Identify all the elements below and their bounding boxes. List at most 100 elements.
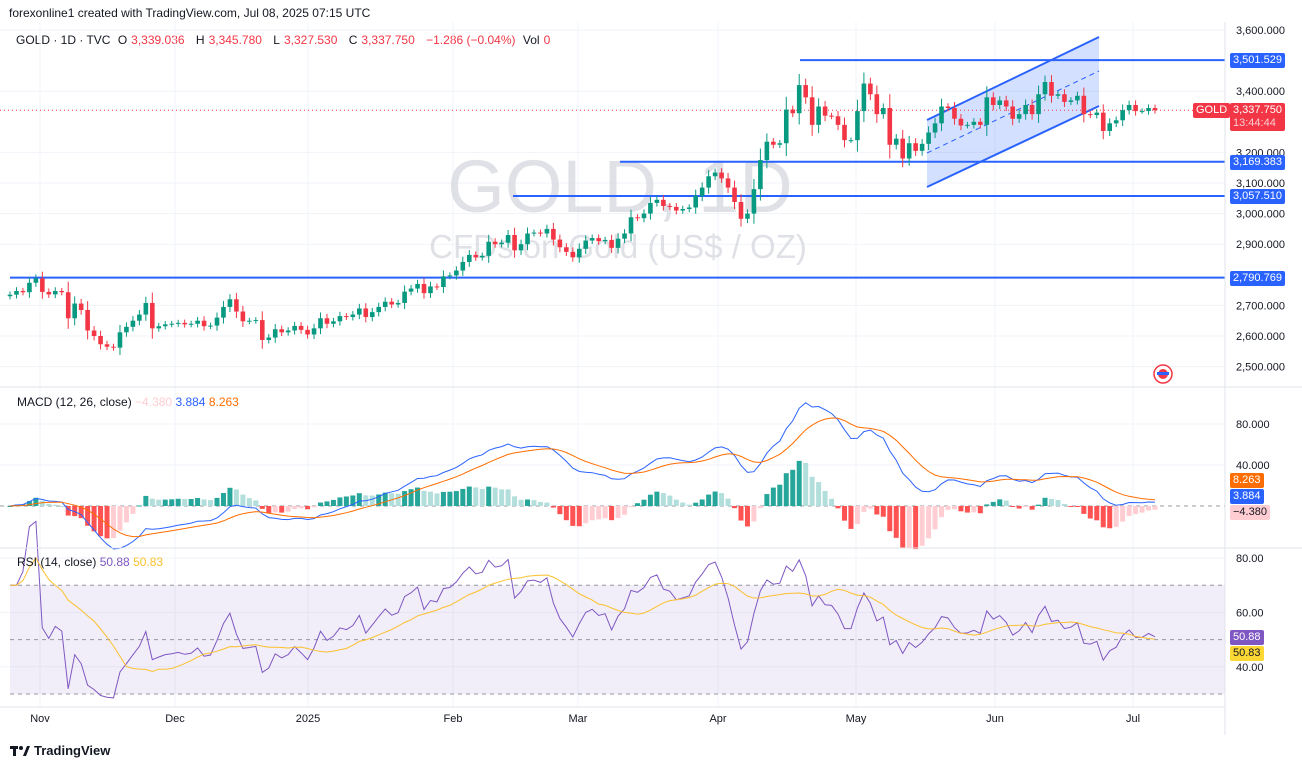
candle-body (783, 109, 789, 144)
candle-body (363, 308, 369, 318)
candle (615, 233, 621, 254)
channel-upper-line[interactable] (926, 36, 1100, 121)
candle (906, 135, 912, 166)
macd-hist-bar (777, 484, 783, 506)
candle (285, 327, 291, 336)
candle-body (887, 108, 893, 145)
price-tick-label: 3,100.000 (1236, 178, 1285, 190)
macd-hist-bar (434, 493, 440, 506)
candle (893, 134, 899, 150)
candle-body (777, 143, 783, 145)
candle (130, 316, 136, 332)
candle-body (104, 344, 110, 347)
candle-body (318, 318, 323, 329)
macd-hist-bar (499, 489, 505, 506)
candle-body (162, 324, 168, 327)
candle (777, 140, 783, 148)
candle-body (1120, 110, 1125, 121)
candle (344, 313, 349, 321)
candle-body (124, 326, 129, 333)
candle (7, 291, 13, 300)
macd-hist-bar (356, 493, 362, 506)
candle-body (790, 109, 796, 114)
volume: Vol 0 (523, 33, 554, 47)
candle (829, 112, 834, 120)
candle (699, 182, 705, 202)
macd-hist-bar (518, 499, 524, 506)
candle-body (117, 332, 123, 348)
candle-body (324, 318, 330, 324)
candle (208, 322, 213, 330)
candle (266, 334, 272, 344)
candle-body (395, 302, 401, 305)
candle (214, 312, 220, 331)
macd-hist-bar (104, 506, 110, 539)
candle (1042, 75, 1048, 101)
candle-body (861, 83, 867, 112)
macd-hist-bar (447, 491, 453, 506)
macd-legend[interactable]: MACD (12, 26, close) −4.380 3.884 8.263 (17, 395, 239, 409)
macd-hist-bar (402, 491, 408, 506)
macd-hist-bar (686, 504, 692, 506)
macd-hist-bar (505, 489, 511, 506)
channel-lower-line[interactable] (926, 105, 1100, 188)
candle-body (227, 299, 233, 307)
macd-hist-bar (220, 492, 226, 506)
candle-body (531, 232, 537, 234)
macd-hist-bar (803, 462, 809, 506)
candle-body (466, 254, 472, 262)
macd-hist-bar (1139, 506, 1145, 513)
candle-body (732, 187, 737, 202)
macd-hist-bar (59, 505, 65, 507)
macd-hist-bar (369, 495, 375, 506)
candle-body (382, 301, 388, 307)
rsi-title: RSI (14, close) (17, 555, 97, 569)
candle-body (214, 317, 220, 326)
tradingview-logo[interactable]: TradingView (10, 743, 110, 758)
candle-body (997, 100, 1003, 105)
candle (564, 243, 569, 256)
rsi-legend[interactable]: RSI (14, close) 50.88 50.83 (17, 555, 163, 569)
candle (272, 324, 278, 343)
macd-hist-bar (486, 486, 492, 506)
macd-hist-bar (971, 506, 977, 513)
candle-body (771, 141, 776, 145)
candle-body (719, 172, 724, 179)
candle-body (40, 278, 45, 292)
candle (525, 227, 530, 251)
candle-body (673, 206, 679, 211)
macd-hist-bar (26, 501, 32, 506)
macd-hist-bar (440, 491, 446, 506)
candle (835, 110, 841, 131)
candle (745, 209, 750, 224)
candle (447, 272, 453, 280)
candle (486, 234, 492, 263)
candle (91, 326, 97, 341)
candle (861, 72, 867, 123)
candle-body (699, 187, 705, 196)
candle-body (693, 195, 699, 208)
rsi-pane (10, 520, 1156, 699)
candle (492, 238, 498, 248)
candle-body (27, 282, 32, 293)
macd-hist-bar (913, 506, 919, 550)
candle-body (130, 320, 136, 327)
candle (395, 299, 401, 308)
bar-countdown: 13:44:44 (1233, 117, 1276, 130)
macd-hist-bar (182, 499, 188, 506)
candle (52, 287, 58, 299)
flag-icon[interactable] (1153, 364, 1173, 384)
macd-hist-bar (1126, 506, 1132, 516)
candle (156, 322, 162, 332)
macd-line (9, 402, 1156, 550)
candle (1049, 75, 1054, 103)
time-tick-label: Mar (569, 713, 588, 725)
candle-body (803, 85, 808, 98)
candle-body (809, 97, 815, 125)
candle (337, 311, 343, 326)
candle (311, 323, 317, 340)
current-price: 3,337.750 (1233, 104, 1282, 117)
candle (298, 321, 304, 334)
candle (809, 86, 815, 136)
